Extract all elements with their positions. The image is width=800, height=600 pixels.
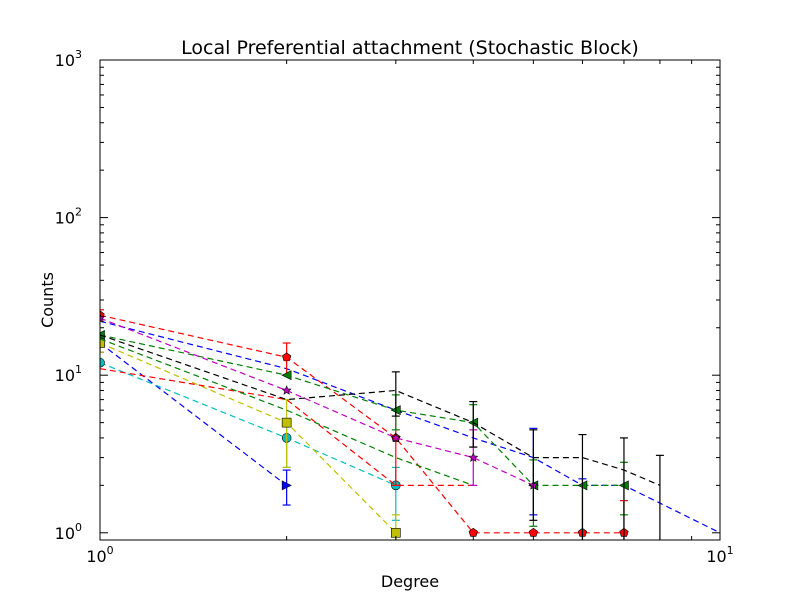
data-point [391, 527, 401, 538]
x-axis-label: Degree [381, 572, 439, 591]
y-tick-label: 103 [55, 48, 82, 70]
series-line [100, 342, 288, 486]
x-tick-label: 100 [86, 544, 113, 566]
y-axis-label: Counts [38, 272, 57, 328]
plot-frame [99, 59, 721, 541]
series-line [100, 362, 397, 486]
y-tick-exponent: 1 [75, 363, 82, 376]
series-6 [100, 329, 629, 527]
data-point [100, 338, 105, 348]
series-3 [100, 334, 401, 540]
x-tick-label: 101 [706, 544, 733, 566]
data-point [468, 452, 479, 462]
y-tick-exponent: 3 [75, 48, 82, 61]
data-point [100, 329, 105, 340]
data-point [282, 352, 292, 362]
y-tick-label: 102 [55, 206, 82, 228]
x-tick-exponent: 0 [107, 544, 114, 557]
series-line [100, 314, 624, 534]
series-line [100, 334, 624, 486]
series-9 [100, 334, 664, 540]
y-tick-exponent: 2 [75, 206, 82, 219]
y-tick-exponent: 0 [75, 521, 82, 534]
data-point [100, 357, 105, 368]
data-point [281, 385, 292, 395]
data-point [281, 370, 292, 381]
y-tick-label: 100 [55, 521, 82, 543]
data-point [390, 432, 401, 443]
series-5 [100, 368, 474, 486]
series-0 [100, 334, 292, 506]
series-4 [100, 309, 629, 540]
data-point [100, 312, 106, 323]
chart-title: Local Preferential attachment (Stochasti… [181, 37, 639, 59]
series-line [100, 334, 661, 486]
data-point [528, 527, 538, 537]
series-1 [100, 320, 720, 540]
series-line [100, 368, 474, 486]
series-line [100, 317, 534, 486]
plot-area [100, 309, 720, 540]
x-tick-exponent: 1 [727, 544, 734, 557]
data-point [281, 417, 292, 428]
y-tick-label: 101 [55, 363, 82, 385]
data-point [281, 480, 292, 491]
